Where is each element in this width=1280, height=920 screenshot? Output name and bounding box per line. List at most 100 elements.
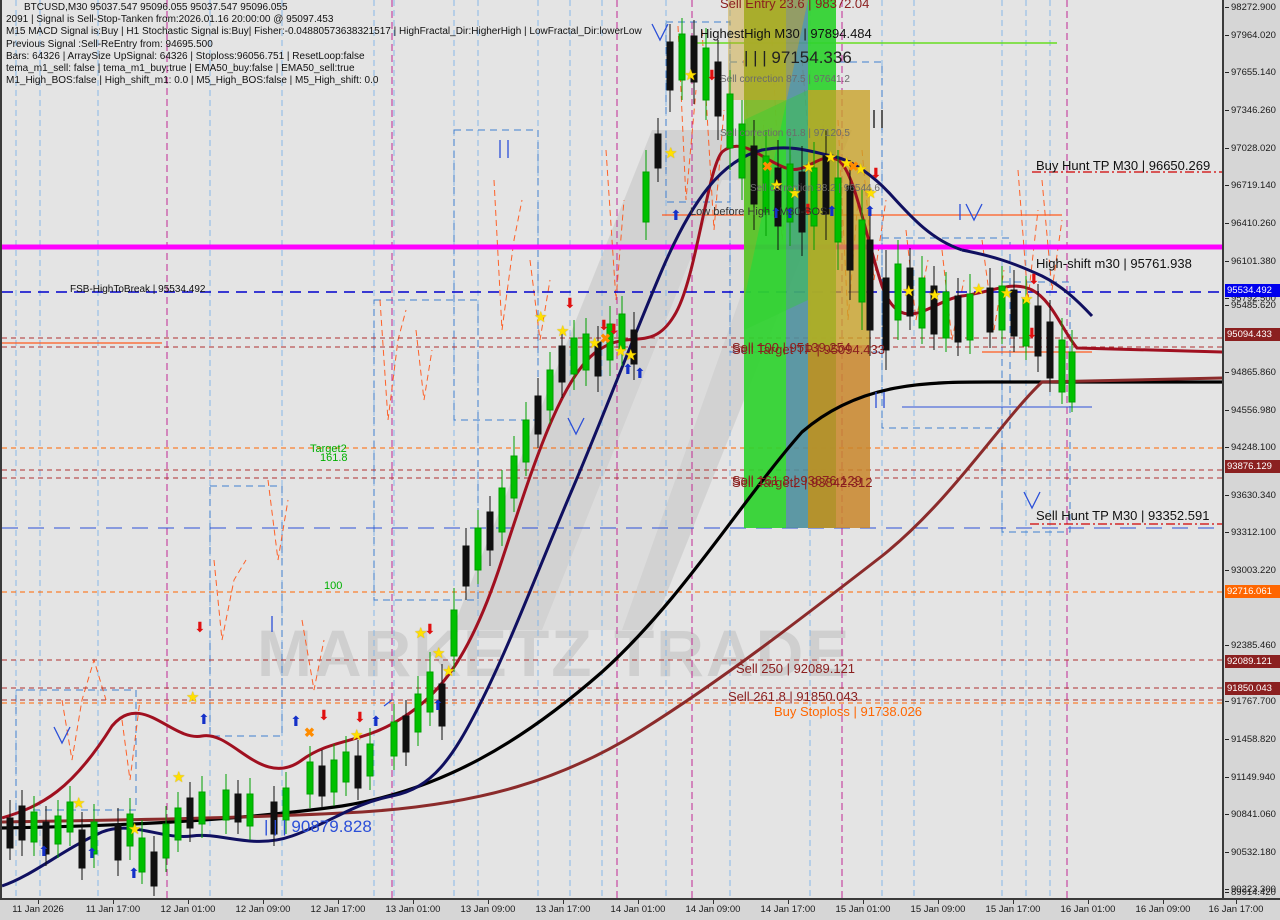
orange-level-lines [2, 447, 1222, 704]
level-100: 100 [324, 580, 343, 592]
price-tick: 91767.700 [1224, 696, 1280, 708]
time-tick-mark [1013, 900, 1014, 904]
buy-arrow-icon: ⬆ [864, 203, 876, 219]
time-tick: 16 Jan 09:00 [1135, 904, 1191, 915]
buy-arrow-icon: ⬆ [826, 203, 838, 219]
sell-arrow-icon: ⬇ [706, 67, 718, 83]
sell-arrow-icon: ⬇ [354, 709, 366, 725]
star-icon: ★ [72, 795, 86, 812]
sell-arrow-icon: ⬇ [598, 317, 610, 333]
buy-arrow-icon: ⬆ [290, 713, 302, 729]
price-tag-ask[interactable]: 93876.129 [1225, 460, 1280, 473]
time-tick-mark [863, 900, 864, 904]
chart-plot-area[interactable]: MARKETZ TRADE [0, 0, 1222, 898]
roman-black-markers [873, 110, 883, 128]
buy-stoploss: Buy Stoploss | 91738.026 [774, 704, 922, 719]
price-tick: 90841.060 [1224, 809, 1280, 821]
star-icon: ★ [902, 283, 916, 300]
star-icon: ★ [172, 769, 186, 786]
time-tick: 11 Jan 17:00 [85, 904, 141, 915]
sell-entry-236: Sell Entry 23.6 | 98372.04 [720, 0, 870, 11]
session-verticals [15, 0, 1051, 898]
target2-label: Target2 [310, 443, 347, 455]
time-tick: 15 Jan 09:00 [910, 904, 966, 915]
sell-arrow-icon: ⬇ [870, 165, 882, 181]
time-tick-mark [1236, 900, 1237, 904]
price-tag-ask[interactable]: 92089.121 [1225, 655, 1280, 668]
star-icon: ★ [588, 335, 602, 352]
time-tick-mark [563, 900, 564, 904]
price-tick: 94248.100 [1224, 442, 1280, 454]
price-tick: 96101.380 [1224, 256, 1280, 268]
sell-arrow-icon: ⬇ [608, 321, 620, 337]
high-shift-m30: High-shift m30 | 95761.938 [1036, 256, 1192, 271]
time-tick: 13 Jan 17:00 [535, 904, 591, 915]
time-tick-mark [413, 900, 414, 904]
price-axis[interactable]: 98272.900 97964.020 97655.140 97346.260 9702… [1222, 0, 1280, 898]
time-tick: 11 Jan 2026 [12, 904, 64, 915]
low-before-high-bos: Low before High | M30-BOS [690, 206, 828, 218]
price-marker-97154: | | | 97154.336 [744, 48, 852, 67]
price-tick: 97655.140 [1224, 67, 1280, 79]
price-tick: 90223.300 [1224, 884, 1280, 896]
price-tick: 91458.820 [1224, 734, 1280, 746]
chart-graphics [2, 0, 1222, 898]
time-tick: 15 Jan 17:00 [985, 904, 1041, 915]
time-tick-mark [488, 900, 489, 904]
sell-target-tp: Sell Target TP | 95094.433 [732, 342, 885, 357]
time-tick-mark [38, 900, 39, 904]
time-axis[interactable]: 11 Jan 2026 11 Jan 17:00 12 Jan 01:00 12 Ja… [0, 898, 1280, 920]
time-tick: 13 Jan 09:00 [460, 904, 516, 915]
price-tick: 97346.260 [1224, 105, 1280, 117]
sell-100-overlay: Sell 100 | 95139.254 [732, 340, 852, 355]
sell-hunt-tp-m30: Sell Hunt TP M30 | 93352.591 [1036, 508, 1210, 523]
star-icon: ★ [928, 287, 942, 304]
sell-arrow-icon: ⬇ [1028, 271, 1040, 287]
buy-arrow-icon: ⬆ [128, 865, 140, 881]
price-tick: 92385.460 [1224, 640, 1280, 652]
price-tick: 90532.180 [1224, 847, 1280, 859]
sell-arrow-icon: ⬇ [318, 707, 330, 723]
buy-arrow-icon: ⬆ [670, 207, 682, 223]
ma-slow-navy-line [2, 146, 963, 888]
sell-1618-overlay: Sell 161.8 | 93876.129 [732, 473, 862, 488]
star-icon: ★ [770, 177, 784, 194]
x-marker-icon: ✖ [848, 159, 859, 174]
star-icon: ★ [1000, 285, 1014, 302]
price-tag-ask[interactable]: 91850.043 [1225, 682, 1280, 695]
price-tag-orange[interactable]: 92716.061 [1225, 585, 1280, 598]
price-tick: 91149.940 [1224, 772, 1280, 784]
price-tag-bid[interactable]: 95534.492 [1225, 284, 1280, 297]
sell-arrow-icon: ⬇ [194, 619, 206, 635]
time-tick-mark [338, 900, 339, 904]
price-tick: 97964.020 [1224, 30, 1280, 42]
time-tick: 12 Jan 01:00 [160, 904, 216, 915]
star-icon: ★ [534, 309, 548, 326]
buy-arrow-icon: ⬆ [198, 711, 210, 727]
star-icon: ★ [664, 145, 678, 162]
time-tick-mark [1088, 900, 1089, 904]
sell-arrow-icon: ⬇ [564, 295, 576, 311]
fractal-lines [61, 25, 1063, 781]
time-tick: 12 Jan 17:00 [310, 904, 366, 915]
price-tag-ask[interactable]: 95094.433 [1225, 328, 1280, 341]
time-tick-mark [638, 900, 639, 904]
ma-darkred-line [2, 376, 1222, 824]
time-tick-mark [188, 900, 189, 904]
highest-high-m30: HighestHigh M30 | 97894.484 [700, 26, 872, 41]
star-icon: ★ [414, 625, 428, 642]
buy-arrow-icon: ⬆ [86, 845, 98, 861]
wave-markers [53, 23, 1041, 745]
star-icon: ★ [972, 281, 986, 298]
star-icon: ★ [684, 67, 698, 84]
star-icon: ★ [614, 343, 628, 360]
time-tick: 14 Jan 09:00 [685, 904, 741, 915]
star-icon: ★ [864, 185, 878, 202]
price-tick: 93312.100 [1224, 527, 1280, 539]
time-tick-mark [713, 900, 714, 904]
star-icon: ★ [1020, 291, 1034, 308]
sell-2618: Sell 261.8 | 91850.043 [728, 689, 858, 704]
order-block-boxes [15, 21, 1071, 811]
sell-250: Sell 250 | 92089.121 [736, 661, 856, 676]
star-icon: ★ [432, 645, 446, 662]
